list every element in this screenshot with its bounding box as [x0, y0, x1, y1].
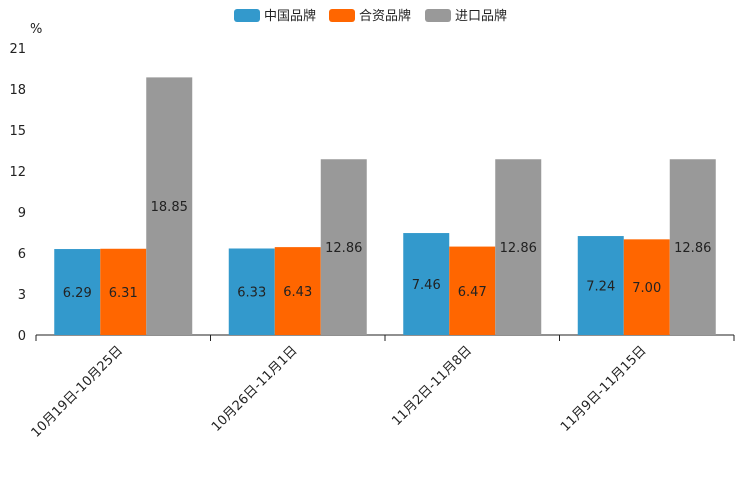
bar-1-3	[146, 77, 193, 335]
bar-value-label: 6.33	[237, 286, 266, 301]
bar-value-label: 6.47	[458, 285, 487, 300]
bar-4-2	[623, 239, 670, 335]
x-tick-label: 11月2日-11月8日	[389, 343, 475, 429]
bar-value-label: 18.85	[151, 200, 188, 215]
y-tick-label: 21	[9, 42, 26, 57]
bar-value-label: 12.86	[325, 241, 362, 256]
legend-swatch-3	[425, 9, 451, 22]
legend: 中国品牌 合资品牌 进口品牌	[234, 8, 507, 24]
legend-swatch-1	[234, 9, 260, 22]
y-tick-label: 18	[9, 83, 26, 98]
y-tick-label: 3	[18, 288, 26, 303]
bar-value-label: 7.24	[586, 280, 615, 295]
bar-1-1	[54, 249, 101, 335]
x-tick-label: 10月26日-11月1日	[209, 343, 301, 435]
bar-2-3	[320, 159, 367, 335]
y-tick-label: 0	[18, 329, 26, 344]
y-tick-label: 15	[9, 124, 26, 139]
x-tick-label: 10月19日-10月25日	[29, 343, 126, 440]
bar-value-label: 6.31	[109, 286, 138, 301]
x-tick-label: 11月9日-11月15日	[558, 343, 650, 435]
x-axis: 10月19日-10月25日 10月26日-11月1日 11月2日-11月8日 11月9…	[29, 335, 735, 441]
bar-2-2	[274, 247, 321, 335]
legend-swatch-2	[329, 9, 355, 22]
legend-label-1: 中国品牌	[264, 8, 316, 24]
legend-label-3: 进口品牌	[455, 8, 507, 24]
bar-value-label: 7.46	[412, 278, 441, 293]
bar-4-1	[577, 236, 624, 335]
bar-value-label: 6.43	[283, 285, 312, 300]
bar-3-2	[449, 246, 496, 335]
bars: 6.29 6.31 18.85 6.33 6.43 12.86 7.46 6.47 12.86 7…	[54, 77, 716, 335]
legend-label-2: 合资品牌	[359, 8, 411, 24]
y-tick-label: 12	[9, 165, 26, 180]
bar-value-label: 6.29	[63, 286, 92, 301]
bar-2-1	[228, 248, 275, 335]
bar-4-3	[669, 159, 716, 335]
y-tick-label: 9	[18, 206, 26, 221]
bar-value-label: 12.86	[674, 241, 711, 256]
bar-value-label: 12.86	[500, 241, 537, 256]
bar-3-3	[495, 159, 542, 335]
y-tick-label: 6	[18, 247, 26, 262]
bar-value-label: 7.00	[632, 281, 661, 296]
bar-1-2	[100, 248, 147, 335]
bar-3-1	[403, 233, 450, 335]
y-axis-unit-label: %	[30, 22, 42, 37]
